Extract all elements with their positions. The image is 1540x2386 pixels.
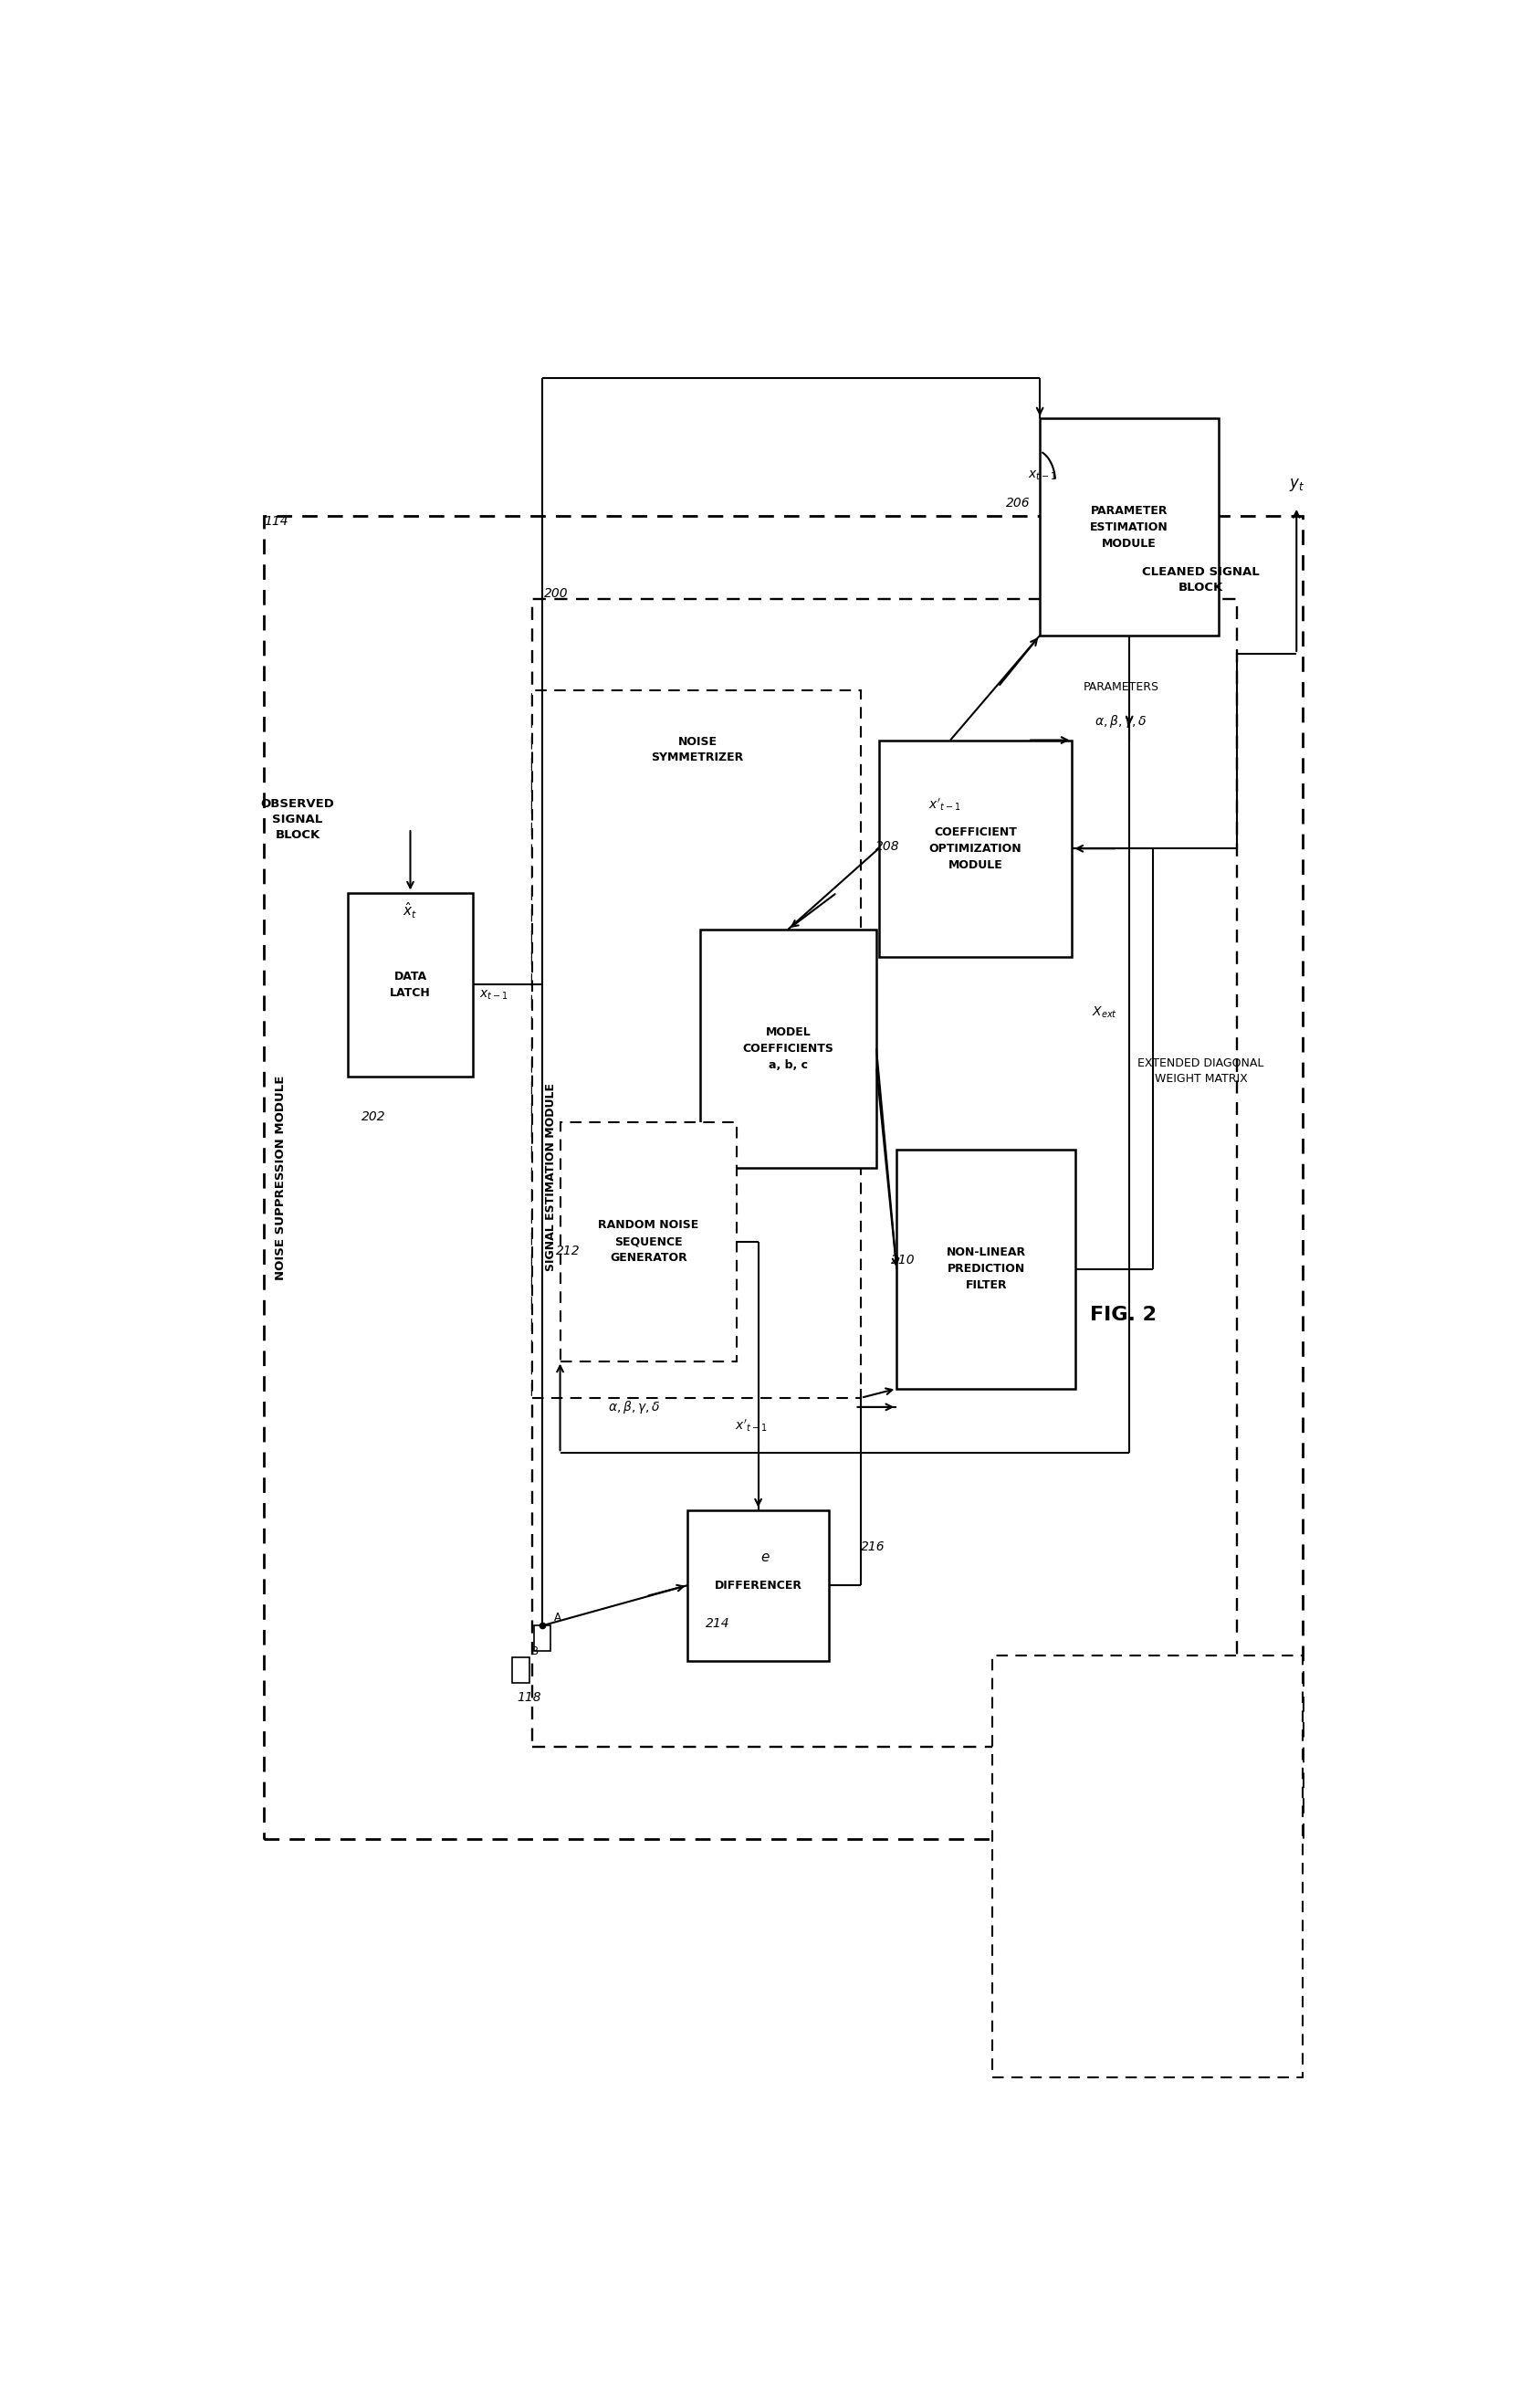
Text: 210: 210 xyxy=(890,1253,915,1267)
Text: B: B xyxy=(531,1644,539,1656)
Text: $X_{ext}$: $X_{ext}$ xyxy=(1092,1005,1116,1019)
Polygon shape xyxy=(699,928,876,1169)
Text: NOISE
SYMMETRIZER: NOISE SYMMETRIZER xyxy=(651,735,744,764)
Polygon shape xyxy=(688,1510,829,1661)
Polygon shape xyxy=(533,690,861,1398)
Text: $\hat{x}_t$: $\hat{x}_t$ xyxy=(402,902,417,921)
Text: e: e xyxy=(761,1551,770,1565)
Text: CLEANED SIGNAL
BLOCK: CLEANED SIGNAL BLOCK xyxy=(1143,565,1260,594)
Text: SIGNAL ESTIMATION MODULE: SIGNAL ESTIMATION MODULE xyxy=(545,1083,556,1272)
Text: COEFFICIENT
OPTIMIZATION
MODULE: COEFFICIENT OPTIMIZATION MODULE xyxy=(929,826,1023,871)
Text: EXTENDED DIAGONAL
WEIGHT MATRIX: EXTENDED DIAGONAL WEIGHT MATRIX xyxy=(1138,1057,1264,1086)
Bar xyxy=(513,1656,530,1682)
Text: NON-LINEAR
PREDICTION
FILTER: NON-LINEAR PREDICTION FILTER xyxy=(947,1248,1026,1291)
Text: $x'_{t-1}$: $x'_{t-1}$ xyxy=(929,797,961,814)
Bar xyxy=(534,1625,550,1651)
Text: PARAMETERS: PARAMETERS xyxy=(1083,680,1160,692)
Text: 202: 202 xyxy=(362,1109,387,1124)
Text: 212: 212 xyxy=(556,1245,581,1257)
Text: 206: 206 xyxy=(1006,496,1030,511)
Text: 214: 214 xyxy=(705,1618,730,1630)
Polygon shape xyxy=(896,1150,1075,1389)
Text: $y_t$: $y_t$ xyxy=(1289,477,1304,494)
Text: 208: 208 xyxy=(875,840,899,854)
Text: 118: 118 xyxy=(517,1692,541,1704)
Text: 114: 114 xyxy=(263,515,288,527)
Text: $x'_{t-1}$: $x'_{t-1}$ xyxy=(735,1417,767,1434)
Polygon shape xyxy=(265,515,1303,1840)
Polygon shape xyxy=(879,740,1072,957)
Text: DATA
LATCH: DATA LATCH xyxy=(390,971,431,1000)
Text: RANDOM NOISE
SEQUENCE
GENERATOR: RANDOM NOISE SEQUENCE GENERATOR xyxy=(598,1219,699,1265)
Text: NOISE SUPPRESSION MODULE: NOISE SUPPRESSION MODULE xyxy=(274,1076,286,1279)
Polygon shape xyxy=(1040,418,1218,635)
Polygon shape xyxy=(992,1656,1303,2078)
Text: $x_{t-1}$: $x_{t-1}$ xyxy=(479,988,508,1002)
Text: $\alpha, \beta, \gamma, \delta$: $\alpha, \beta, \gamma, \delta$ xyxy=(1095,713,1147,730)
Text: 216: 216 xyxy=(861,1541,886,1553)
Text: FIG. 2: FIG. 2 xyxy=(1090,1305,1157,1324)
Text: MODEL
COEFFICIENTS
a, b, c: MODEL COEFFICIENTS a, b, c xyxy=(742,1026,833,1071)
Text: $x_{t-1}$: $x_{t-1}$ xyxy=(1027,470,1056,482)
Text: PARAMETER
ESTIMATION
MODULE: PARAMETER ESTIMATION MODULE xyxy=(1090,503,1169,549)
Text: OBSERVED
SIGNAL
BLOCK: OBSERVED SIGNAL BLOCK xyxy=(260,797,334,840)
Text: DIFFERENCER: DIFFERENCER xyxy=(715,1580,802,1591)
Polygon shape xyxy=(561,1121,736,1360)
Polygon shape xyxy=(533,599,1237,1747)
Polygon shape xyxy=(348,892,473,1076)
Text: $\alpha, \beta, \gamma, \delta$: $\alpha, \beta, \gamma, \delta$ xyxy=(608,1398,661,1415)
Text: 200: 200 xyxy=(544,587,568,599)
Text: A: A xyxy=(554,1613,562,1625)
